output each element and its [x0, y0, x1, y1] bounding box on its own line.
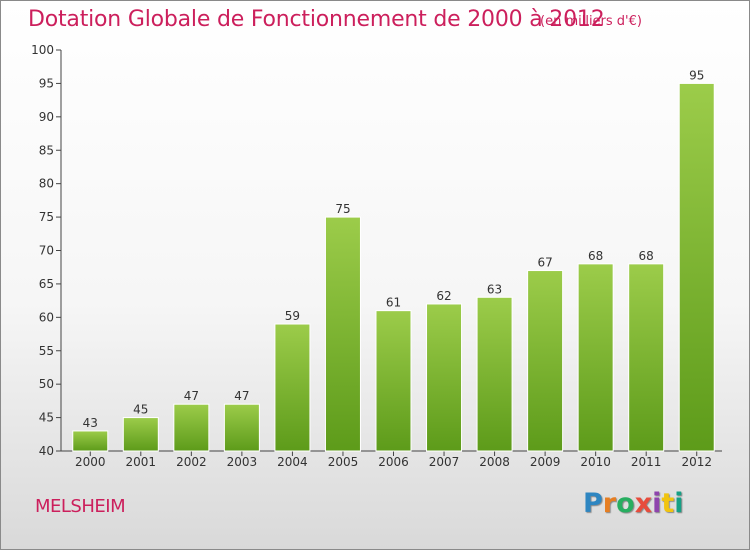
- commune-name: MELSHEIM: [35, 496, 126, 517]
- bar-2012: [678, 82, 715, 452]
- x-tick-label: 2005: [328, 455, 359, 469]
- bar-2008: [476, 296, 513, 452]
- bar-2010: [577, 263, 614, 452]
- x-tick-label: 2011: [631, 455, 662, 469]
- logo-letter: t: [661, 488, 675, 519]
- bar-2009: [527, 270, 564, 452]
- x-tick-label: 2008: [479, 455, 510, 469]
- x-tick-label: 2006: [378, 455, 409, 469]
- value-label-2009: 67: [537, 256, 552, 270]
- axes: 40 45 50 55 60 65 70 75 80 85 90 95 100 2000 2001 2002 2…: [31, 43, 722, 469]
- logo-letter: o: [616, 488, 635, 519]
- y-tick-label: 65: [39, 277, 54, 291]
- bar-2011: [628, 263, 665, 452]
- x-tick-label: 2004: [277, 455, 308, 469]
- x-tick-label: 2009: [530, 455, 561, 469]
- x-tick-label: 2002: [176, 455, 207, 469]
- value-label-2011: 68: [639, 249, 654, 263]
- value-label-2010: 68: [588, 249, 603, 263]
- unit-note: (en milliers d'€): [540, 14, 642, 29]
- bars: 43 45 47 47 59 75 61 62 63 67 68 68 95: [72, 68, 715, 452]
- x-tick-label: 2001: [126, 455, 157, 469]
- value-label-2007: 62: [436, 289, 451, 303]
- y-tick-label: 60: [39, 310, 54, 324]
- x-tick-label: 2012: [681, 455, 712, 469]
- y-tick-label: 90: [39, 110, 54, 124]
- value-label-2005: 75: [335, 202, 350, 216]
- x-tick-label: 2010: [580, 455, 611, 469]
- value-label-2012: 95: [689, 68, 704, 82]
- value-label-2006: 61: [386, 296, 401, 310]
- y-tick-label: 95: [39, 76, 54, 90]
- y-tick-label: 75: [39, 210, 54, 224]
- y-tick-label: 55: [39, 344, 54, 358]
- y-tick-label: 85: [39, 143, 54, 157]
- x-tick-label: 2000: [75, 455, 106, 469]
- y-tick-label: 40: [39, 444, 54, 458]
- bar-2006: [375, 310, 412, 452]
- bar-2003: [223, 403, 260, 452]
- bar-2005: [324, 216, 361, 452]
- logo-letter: r: [602, 488, 617, 519]
- chart-title: Dotation Globale de Fonctionnement de 20…: [28, 7, 605, 32]
- bar-2000: [72, 430, 109, 452]
- logo-letter: P: [583, 488, 603, 519]
- y-tick-label: 80: [39, 177, 54, 191]
- value-label-2003: 47: [234, 389, 249, 403]
- bar-2001: [122, 417, 159, 452]
- y-tick-label: 50: [39, 377, 54, 391]
- bar-2007: [426, 303, 463, 452]
- value-label-2002: 47: [184, 389, 199, 403]
- y-tick-label: 70: [39, 244, 54, 258]
- logo-letter: i: [652, 488, 662, 519]
- y-tick-label: 100: [31, 43, 54, 57]
- y-tick-label: 45: [39, 411, 54, 425]
- value-label-2001: 45: [133, 403, 148, 417]
- bar-2004: [274, 323, 311, 452]
- value-label-2008: 63: [487, 282, 502, 296]
- logo-letter: i: [674, 488, 684, 519]
- logo-letter: x: [634, 488, 653, 519]
- value-label-2000: 43: [83, 416, 98, 430]
- proxiti-logo[interactable]: Proxiti: [583, 488, 684, 519]
- x-tick-label: 2007: [429, 455, 460, 469]
- x-tick-label: 2003: [227, 455, 258, 469]
- value-label-2004: 59: [285, 309, 300, 323]
- bar-2002: [173, 403, 210, 452]
